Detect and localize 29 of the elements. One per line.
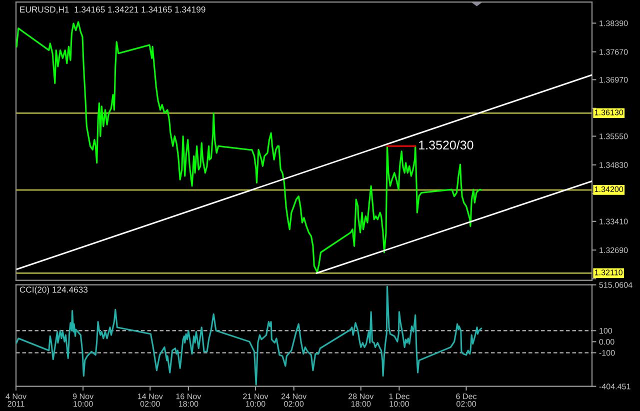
y-tick-label: 100	[600, 328, 612, 334]
y-tick-label: 1.37670	[600, 49, 628, 55]
x-tick-label: 6 Dec 02:00	[456, 393, 477, 407]
y-tick-label: -100	[599, 350, 615, 356]
x-tick-label: 4 Nov 2011	[6, 394, 26, 407]
ref-line-label: 1.36130	[594, 110, 624, 116]
chart-title: CCI(20) 124.4633	[20, 286, 88, 294]
y-tick-label: 1.38390	[600, 20, 628, 26]
line-series	[16, 21, 482, 274]
y-tick-label: 1.34830	[600, 162, 628, 168]
y-tick-label: 515.0604	[599, 282, 632, 288]
y-tick-label: 0.00	[599, 338, 614, 345]
annotation: 1.3520/30	[419, 140, 474, 150]
ref-line-label: 1.32110	[594, 270, 623, 276]
y-tick-label: 1.33410	[600, 218, 628, 224]
y-tick-label: 1.35550	[600, 133, 628, 140]
line-series	[16, 286, 482, 386]
x-tick-label: 9 Nov 10:00	[72, 393, 94, 407]
x-tick-label: 21 Nov 10:00	[243, 393, 268, 407]
y-tick-label: -404.451	[599, 384, 630, 390]
y-tick-label: 1.32690	[600, 247, 628, 254]
ref-line-label: 1.34200	[594, 186, 624, 192]
x-tick-label: 14 Nov 02:00	[138, 394, 163, 407]
x-tick-label: 24 Nov 02:00	[281, 393, 307, 407]
y-tick-label: 1.36970	[600, 76, 628, 83]
x-tick-label: 28 Nov 18:00	[348, 393, 374, 407]
x-tick-label: 1 Dec 10:00	[389, 394, 410, 407]
chart-title: EURUSD,H1 1.34165 1.34221 1.34165 1.34199	[20, 6, 206, 14]
x-tick-label: 16 Nov 18:00	[176, 393, 202, 407]
